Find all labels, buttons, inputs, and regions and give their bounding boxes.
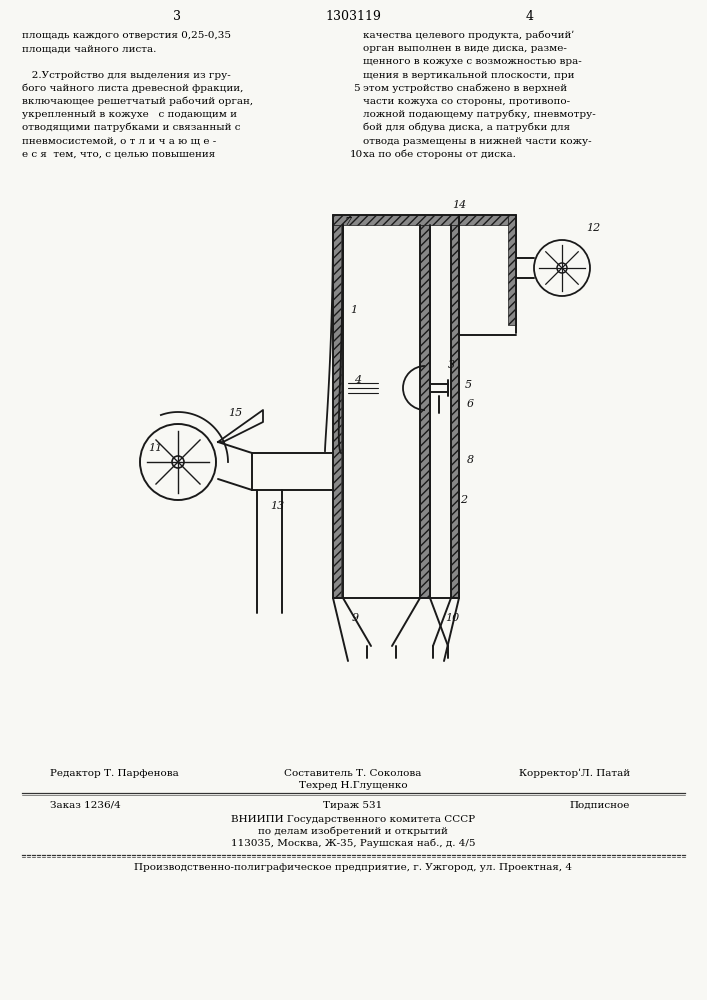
Text: пневмосистемой, о т л и ч а ю щ е -: пневмосистемой, о т л и ч а ю щ е -: [22, 137, 216, 146]
Text: Составитель Т. Соколова: Составитель Т. Соколова: [284, 769, 421, 778]
Text: Заказ 1236/4: Заказ 1236/4: [50, 801, 121, 810]
Text: площади чайного листа.: площади чайного листа.: [22, 44, 156, 53]
Text: 2: 2: [460, 495, 467, 505]
Text: щения в вертикальной плоскости, при: щения в вертикальной плоскости, при: [363, 71, 575, 80]
Text: 113035, Москва, Ж-35, Раушская наб., д. 4/5: 113035, Москва, Ж-35, Раушская наб., д. …: [230, 838, 475, 848]
Text: 6: 6: [467, 399, 474, 409]
Text: 10: 10: [445, 613, 460, 623]
Text: 2.Устройство для выделения из гру-: 2.Устройство для выделения из гру-: [22, 71, 230, 80]
Text: включающее решетчатый рабочий орган,: включающее решетчатый рабочий орган,: [22, 97, 253, 106]
Text: 1303119: 1303119: [325, 10, 381, 23]
Text: ВНИИПИ Государственного комитета СССР: ВНИИПИ Государственного комитета СССР: [231, 815, 475, 824]
Bar: [333, 215, 459, 225]
Text: бой для обдува диска, а патрубки для: бой для обдува диска, а патрубки для: [363, 123, 570, 132]
Bar: [451, 225, 459, 598]
Text: 4: 4: [354, 375, 361, 385]
Text: щенного в кожухе с возможностью вра-: щенного в кожухе с возможностью вра-: [363, 57, 582, 66]
Text: укрепленный в кожухе   с подающим и: укрепленный в кожухе с подающим и: [22, 110, 237, 119]
Text: 3: 3: [448, 360, 455, 370]
Text: Редактор Т. Парфенова: Редактор Т. Парфенова: [50, 769, 179, 778]
Text: 9: 9: [352, 613, 359, 623]
Text: 15: 15: [228, 408, 243, 418]
Text: 5: 5: [465, 380, 472, 390]
Text: 13: 13: [270, 501, 284, 511]
Text: орган выполнен в виде диска, разме-: орган выполнен в виде диска, разме-: [363, 44, 567, 53]
Bar: [420, 225, 430, 598]
Text: отводящими патрубками и связанный с: отводящими патрубками и связанный с: [22, 123, 240, 132]
Circle shape: [557, 263, 567, 273]
Text: 1: 1: [350, 305, 357, 315]
Text: 11: 11: [148, 443, 162, 453]
Text: Техред Н.Глущенко: Техред Н.Глущенко: [298, 781, 407, 790]
Text: Подписное: Подписное: [570, 801, 630, 810]
Text: ложной подающему патрубку, пневмотру-: ложной подающему патрубку, пневмотру-: [363, 110, 596, 119]
Text: Производственно-полиграфическое предприятие, г. Ужгород, ул. Проектная, 4: Производственно-полиграфическое предприя…: [134, 863, 572, 872]
Text: 8: 8: [467, 455, 474, 465]
Text: КорректорʹЛ. Патай: КорректорʹЛ. Патай: [519, 769, 630, 778]
Text: бого чайного листа древесной фракции,: бого чайного листа древесной фракции,: [22, 83, 243, 93]
Text: 12: 12: [586, 223, 600, 233]
Text: 4: 4: [526, 10, 534, 23]
Text: е с я  тем, что, с целью повышения: е с я тем, что, с целью повышения: [22, 150, 215, 159]
Text: 10: 10: [349, 150, 363, 159]
Text: ха по обе стороны от диска.: ха по обе стороны от диска.: [363, 149, 516, 159]
Bar: [333, 225, 341, 598]
Bar: [508, 215, 516, 325]
Text: этом устройство снабжено в верхней: этом устройство снабжено в верхней: [363, 83, 567, 93]
Text: качества целевого продукта, рабочийʹ: качества целевого продукта, рабочийʹ: [363, 30, 574, 40]
Text: Тираж 531: Тираж 531: [323, 801, 382, 810]
Text: 14: 14: [452, 200, 466, 210]
Text: части кожуха со стороны, противопо-: части кожуха со стороны, противопо-: [363, 97, 570, 106]
Bar: [459, 215, 508, 225]
Text: по делам изобретений и открытий: по делам изобретений и открытий: [258, 826, 448, 836]
Text: отвода размещены в нижней части кожу-: отвода размещены в нижней части кожу-: [363, 137, 592, 146]
Text: 5: 5: [353, 84, 359, 93]
Text: 7: 7: [345, 217, 352, 227]
Circle shape: [172, 456, 184, 468]
Text: площадь каждого отверстия 0,25-0,35: площадь каждого отверстия 0,25-0,35: [22, 31, 231, 40]
Text: 3: 3: [173, 10, 181, 23]
